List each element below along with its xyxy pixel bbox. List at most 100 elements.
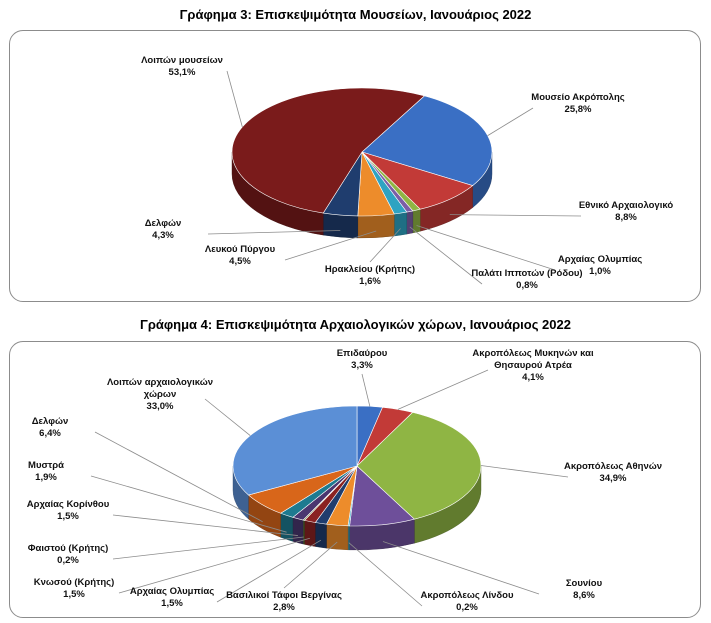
leader-line-4 xyxy=(348,542,423,607)
leader-lines xyxy=(207,70,582,285)
slice-value-label: 34,9% xyxy=(600,473,627,484)
slice-name-label: Παλάτι Ιπποτών (Ρόδου) xyxy=(471,268,582,279)
pie-slice-side-2 xyxy=(412,208,421,234)
pie-slice-side-3 xyxy=(406,210,414,235)
pie-slice-side-10 xyxy=(280,512,294,542)
slice-value-label: 2,8% xyxy=(273,602,295,613)
pie-slice-side-6 xyxy=(323,212,359,239)
pie-slice-side-5 xyxy=(357,213,395,239)
slice-name-label: Εθνικό Αρχαιολογικό xyxy=(579,200,673,211)
slice-value-label: 1,5% xyxy=(57,511,79,522)
chart-4-title: Γράφημα 4: Επισκεψιμότητα Αρχαιολογικών … xyxy=(140,317,571,332)
slice-value-label: 3,3% xyxy=(351,360,373,371)
slice-value-label: 53,1% xyxy=(169,67,196,78)
pie-slice-side-9 xyxy=(292,517,304,545)
slice-name-label: Αρχαίας Κορίνθου xyxy=(27,499,110,510)
slice-value-label: 0,2% xyxy=(456,602,478,613)
pie-slice-7 xyxy=(231,87,426,214)
slice-name-label: Βασιλικοί Τάφοι Βεργίνας xyxy=(226,590,342,601)
pie-slice-0 xyxy=(361,95,493,186)
pie-slice-side-4 xyxy=(347,525,350,551)
leader-line-6 xyxy=(216,539,322,603)
slice-name-label: Δελφών xyxy=(145,218,182,229)
leader-line-11 xyxy=(94,431,263,523)
leader-line-4 xyxy=(369,228,401,263)
slice-name-label: Ηρακλείου (Κρήτης) xyxy=(325,264,415,275)
leader-line-8 xyxy=(112,536,304,560)
slice-name-label: Αρχαίας Ολυμπίας xyxy=(558,254,642,265)
slice-value-label: 1,5% xyxy=(63,589,85,600)
slice-value-label: 8,6% xyxy=(573,590,595,601)
slice-name-label: Ακροπόλεως Λίνδου xyxy=(420,590,514,601)
leader-line-2 xyxy=(416,225,556,271)
slice-value-label: 6,4% xyxy=(39,428,61,439)
slice-name-label: Δελφών xyxy=(32,416,69,427)
leader-line-10 xyxy=(90,475,287,533)
leader-line-5 xyxy=(283,541,338,589)
slice-name-label: Κνωσού (Κρήτης) xyxy=(34,577,115,588)
slice-label-7: Κνωσού (Κρήτης)1,5% xyxy=(34,577,115,600)
leader-line-7 xyxy=(226,70,243,128)
slice-value-label: 1,6% xyxy=(359,276,381,287)
slice-value-label: 1,0% xyxy=(589,266,611,277)
slice-name-label: Επιδαύρου xyxy=(337,348,388,359)
slice-value-label: 8,8% xyxy=(615,212,637,223)
leader-line-1 xyxy=(397,369,489,410)
slice-name-label: Θησαυρού Ατρέα xyxy=(494,360,572,371)
slice-name-label: Λευκού Πύργου xyxy=(205,244,276,255)
leader-line-9 xyxy=(112,514,298,536)
slice-name-label: Αρχαίας Ολυμπίας xyxy=(130,586,214,597)
pie-top xyxy=(232,405,482,527)
slice-name-label: Λοιπών μουσείων xyxy=(141,55,223,66)
pie-slice-12 xyxy=(232,405,358,496)
leader-line-1 xyxy=(449,214,582,217)
leader-line-12 xyxy=(204,398,251,436)
slice-label-3: Παλάτι Ιπποτών (Ρόδου)0,8% xyxy=(471,268,582,291)
leader-line-6 xyxy=(207,230,341,235)
slice-name-label: Μυστρά xyxy=(28,460,64,471)
slice-value-label: 4,5% xyxy=(229,256,251,267)
pie-slice-side-6 xyxy=(315,522,327,549)
leader-lines xyxy=(90,369,569,607)
leader-line-0 xyxy=(361,373,371,407)
slice-name-label: Φαιστού (Κρήτης) xyxy=(28,543,109,554)
pie-slice-side-4 xyxy=(394,211,407,237)
leader-line-7 xyxy=(118,537,310,594)
slice-name-label: Ακροπόλεως Αθηνών xyxy=(564,461,662,472)
slice-value-label: 33,0% xyxy=(147,401,174,412)
leader-line-0 xyxy=(487,107,534,136)
slice-value-label: 0,2% xyxy=(57,555,79,566)
leader-line-5 xyxy=(284,230,377,261)
pie-slice-side-8 xyxy=(302,519,305,545)
slice-value-label: 4,3% xyxy=(152,230,174,241)
slice-name-label: Λοιπών αρχαιολογικών xyxy=(107,377,213,388)
pie-slice-side-7 xyxy=(304,520,316,547)
slice-value-label: 0,8% xyxy=(516,280,538,291)
slice-name-label: Ακροπόλεως Μυκηνών και xyxy=(472,348,594,359)
pie-top xyxy=(231,87,493,217)
slice-name-label: Μουσείο Ακρόπολης xyxy=(531,92,624,103)
slice-label-8: Φαιστού (Κρήτης)0,2% xyxy=(28,543,109,566)
chart-3-title: Γράφημα 3: Επισκεψιμότητα Μουσείων, Ιανο… xyxy=(179,7,532,22)
slice-value-label: 25,8% xyxy=(565,104,592,115)
